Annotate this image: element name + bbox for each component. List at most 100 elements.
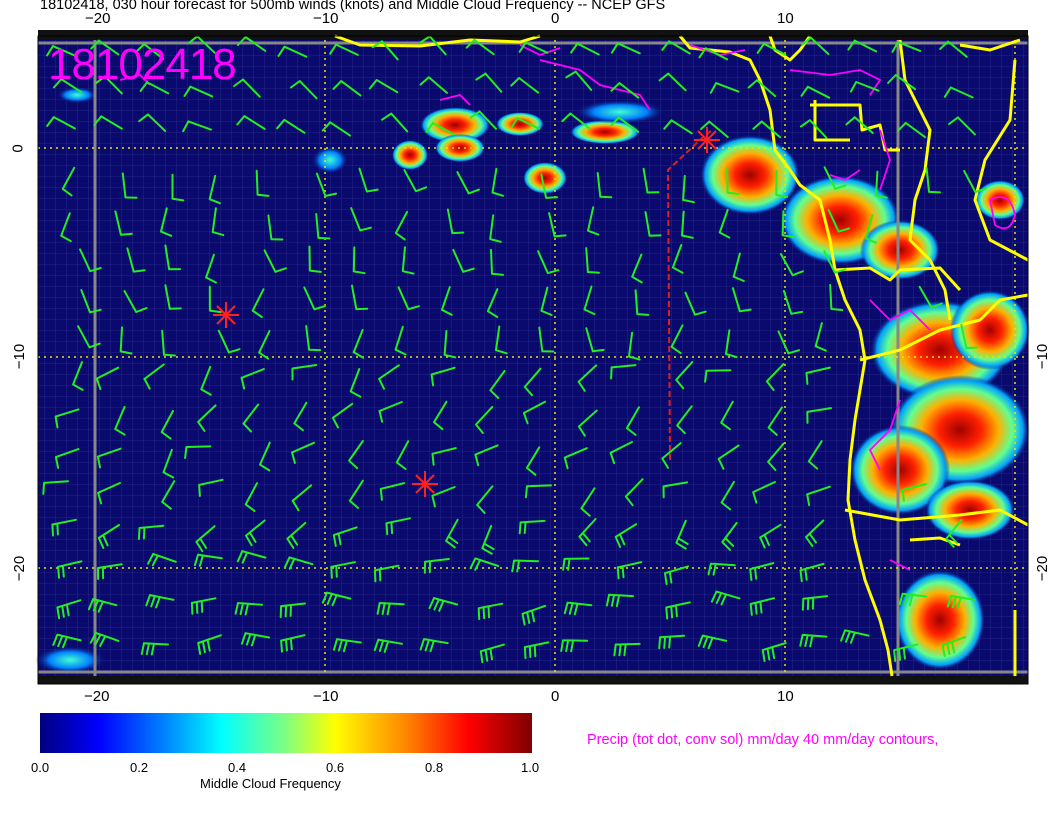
wind-barb [475,72,503,93]
wind-barb [349,368,362,398]
wind-barb [53,78,83,94]
wind-barb [56,599,82,620]
wind-barb [893,643,919,663]
wind-barb [352,246,366,275]
wind-barb [717,444,740,470]
wind-barb [721,521,738,551]
wind-barb [54,448,80,469]
wind-barb [419,35,447,56]
wind-barb [596,172,613,199]
wind-barb [675,519,689,550]
wind-barb [242,403,260,433]
wind-barb [280,634,306,653]
wind-barb [394,325,407,356]
wind-barb [780,253,804,277]
wind-barb [452,248,475,273]
wind-barb [609,441,633,465]
wind-barb [291,364,318,381]
wind-barb [759,523,782,549]
wind-barb [97,563,123,580]
wind-barb [605,593,634,608]
colorbar [40,713,532,753]
wind-barb [80,289,102,314]
colorbar-tick: 1.0 [521,760,540,775]
wind-barb [378,364,400,390]
wind-barb [918,285,943,309]
wind-barb [476,485,494,514]
wind-barb [197,634,222,655]
wind-barb [510,77,540,94]
wind-barb [46,45,76,57]
wind-barb [658,634,686,650]
wind-barb [560,639,589,653]
wind-barb [139,81,170,95]
wind-barb [258,330,271,360]
wind-barb [321,121,352,137]
wind-barb [140,642,169,656]
wind-barb [925,167,941,194]
wind-barb [190,597,217,615]
wind-barb [477,602,504,621]
wind-barb [332,526,358,547]
wind-barb [433,400,448,431]
wind-barb [799,633,828,648]
wind-barb [614,523,638,548]
wind-barb [697,634,728,650]
wind-barb [350,207,372,232]
wind-barb [42,480,69,495]
wind-barb [445,518,459,549]
map-frame [37,35,1029,685]
wind-barb [90,39,120,56]
wind-barb [823,166,847,190]
wind-barb [475,405,494,434]
wind-barb [682,174,695,204]
wind-barb [510,117,541,130]
top-tick-label: −10 [313,10,339,27]
wind-barb [161,480,176,510]
wind-barb [577,409,598,437]
wind-barb [613,642,641,657]
star-marker [694,127,720,153]
wind-barb [89,631,120,647]
wind-barb [732,252,745,282]
wind-barb [585,247,600,274]
wind-barb [241,632,271,647]
precip-contours [119,44,1016,571]
wind-barb [348,479,364,509]
red-star-markers [213,127,720,497]
wind-barb [801,595,829,611]
wind-barb [662,481,689,499]
wind-barb [941,636,967,657]
wind-barb [240,368,265,390]
wind-barb [443,330,457,359]
wind-barb [610,116,640,133]
wind-barb [160,409,174,440]
wind-barb [707,562,736,576]
wind-barb [208,285,222,314]
wind-barb [425,122,455,136]
wind-barb [800,85,831,99]
colorbar-tick: 0.6 [326,760,345,775]
star-marker [412,471,438,497]
wind-barb [72,361,84,391]
wind-barb [348,440,364,470]
wind-barb [765,363,785,391]
wind-barb [583,285,596,316]
wind-barb [865,214,878,244]
wind-barb [245,519,266,547]
wind-barb [749,562,775,581]
wind-barb [376,602,405,616]
wind-barb [585,327,605,353]
wind-barb [665,601,691,620]
wind-barb [184,445,212,459]
wind-barb [123,290,148,313]
wind-barb [197,404,217,432]
wind-barb [486,288,499,318]
wind-barb [251,288,265,318]
wind-barb [963,169,987,194]
wind-barb [291,441,315,464]
wind-barb [948,116,976,136]
wind-barb [351,284,369,311]
wind-barb [333,638,362,653]
wind-barb [52,633,82,649]
